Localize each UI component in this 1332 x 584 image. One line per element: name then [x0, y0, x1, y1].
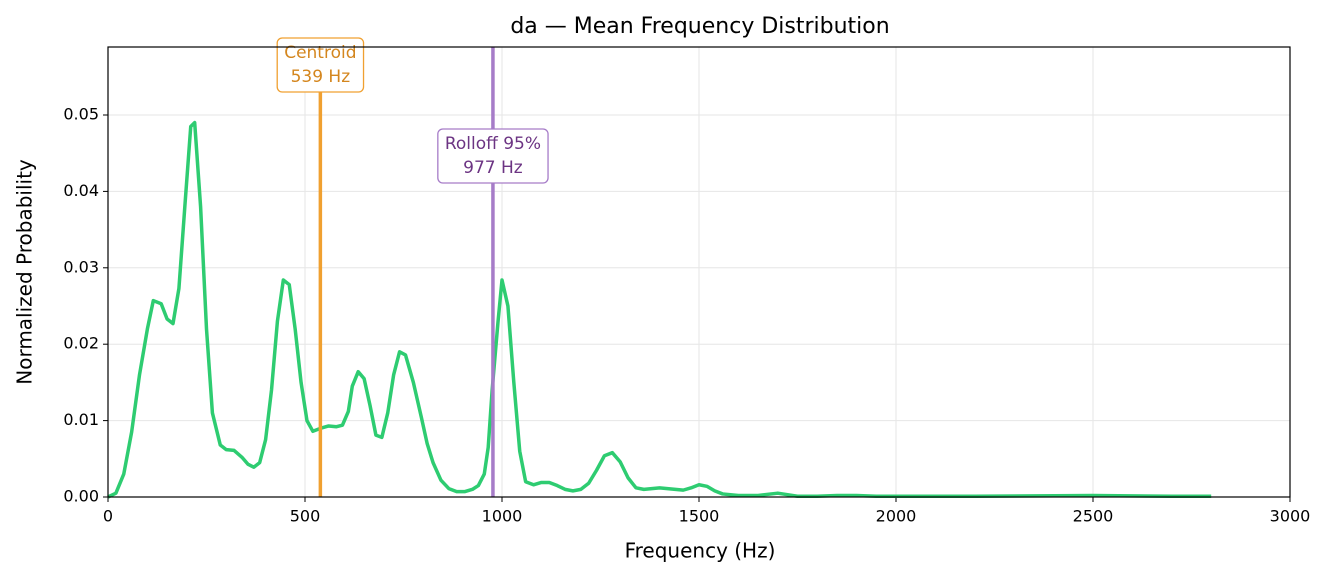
annotation-text: 539 Hz [291, 67, 351, 87]
data-line [107, 120, 1212, 499]
marker-annotation: Centroid 539 Hz [276, 37, 365, 93]
annotation-box [276, 37, 365, 93]
annotation-text: 977 Hz [463, 158, 523, 178]
x-tick-label: 1000 [482, 507, 523, 526]
y-tick-label: 0.03 [63, 257, 99, 276]
chart-title: da — Mean Frequency Distribution [510, 14, 889, 39]
x-tick-label: 500 [290, 507, 321, 526]
annotation-box [437, 128, 549, 184]
y-axis-label: Normalized Probability [13, 159, 37, 385]
annotation-text: Centroid [284, 43, 356, 63]
x-tick-label: 1500 [679, 507, 720, 526]
y-tick-label: 0.05 [63, 104, 99, 123]
x-axis-label: Frequency (Hz) [625, 539, 776, 563]
x-tick-label: 2000 [876, 507, 917, 526]
x-tick-label: 2500 [1073, 507, 1114, 526]
marker-annotation: Rolloff 95% 977 Hz [437, 128, 549, 184]
y-tick-label: 0.01 [63, 410, 99, 429]
y-tick-label: 0.00 [63, 487, 99, 506]
x-tick-label: 3000 [1270, 507, 1311, 526]
y-tick-label: 0.04 [63, 181, 99, 200]
x-tick-label: 0 [103, 507, 113, 526]
plot-frame [107, 46, 1291, 498]
y-tick-label: 0.02 [63, 334, 99, 353]
annotation-text: Rolloff 95% [445, 134, 541, 154]
